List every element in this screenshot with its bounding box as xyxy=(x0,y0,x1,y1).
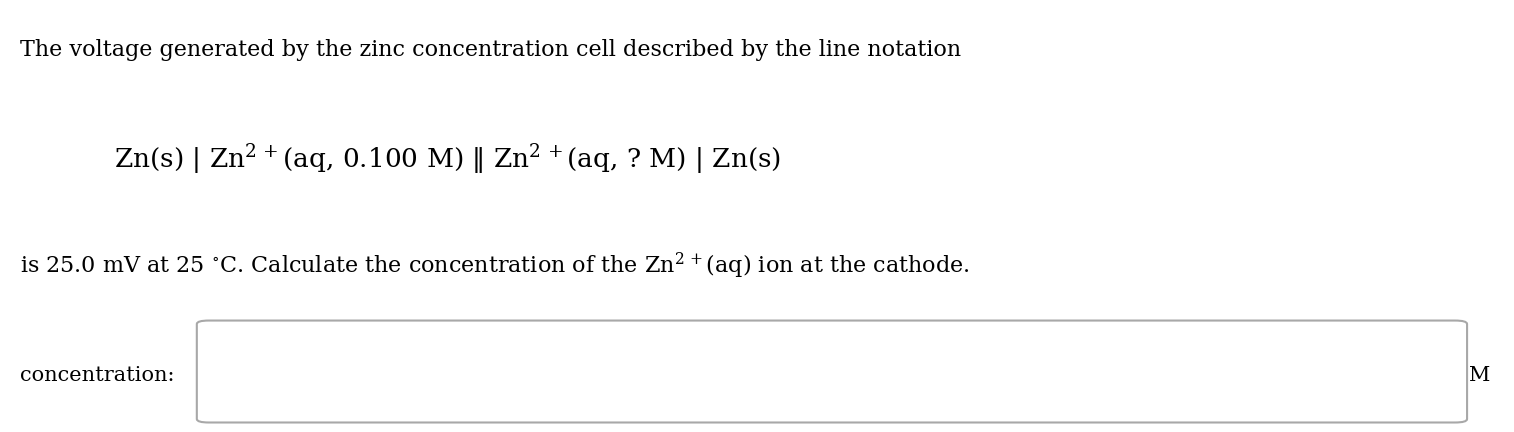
Text: M: M xyxy=(1469,366,1490,385)
Text: Zn(s) $|$ Zn$^{2\,+}$(aq, 0.100 M) $\|$ Zn$^{2\,+}$(aq, ? M) $|$ Zn(s): Zn(s) $|$ Zn$^{2\,+}$(aq, 0.100 M) $\|$ … xyxy=(114,143,781,177)
Text: The voltage generated by the zinc concentration cell described by the line notat: The voltage generated by the zinc concen… xyxy=(20,39,961,61)
FancyBboxPatch shape xyxy=(197,321,1467,422)
Text: is 25.0 mV at 25 $^{\circ}$C. Calculate the concentration of the Zn$^{2\,+}$(aq): is 25.0 mV at 25 $^{\circ}$C. Calculate … xyxy=(20,251,969,281)
Text: concentration:: concentration: xyxy=(20,366,174,385)
